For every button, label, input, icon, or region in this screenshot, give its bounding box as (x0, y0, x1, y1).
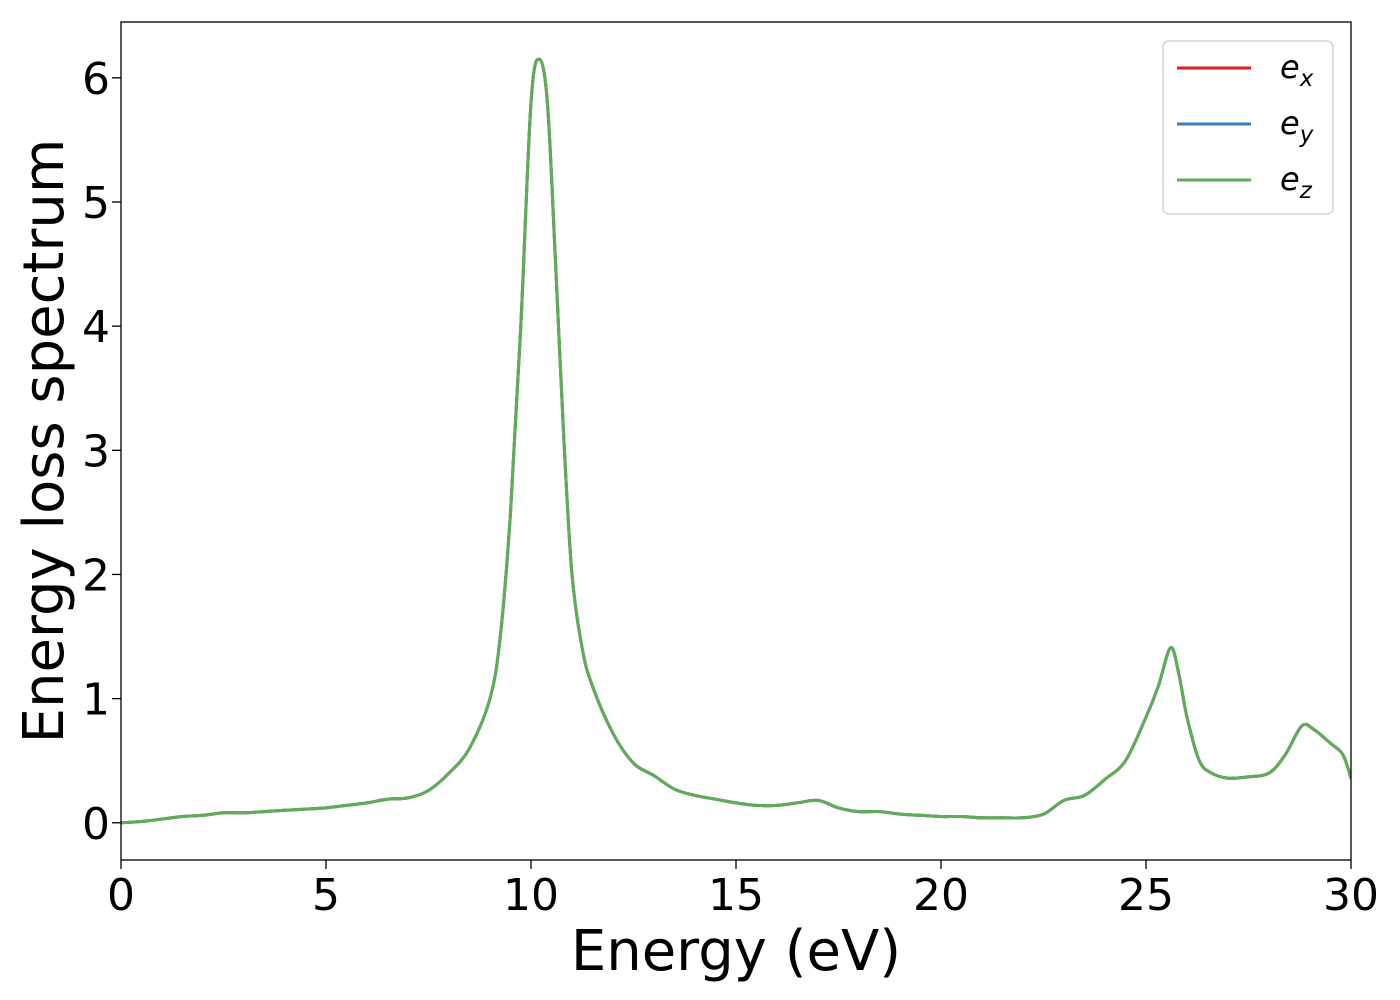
y-axis-ticks: 0 1 2 3 4 5 6 (82, 54, 121, 850)
y-tick-label: 3 (82, 426, 110, 477)
legend-label-e-z: ez (1280, 160, 1313, 204)
series-layer (121, 57, 1351, 825)
x-tick-label: 0 (107, 870, 135, 921)
x-tick-label: 30 (1323, 870, 1379, 921)
legend-label-main: e (1280, 160, 1300, 198)
legend-label-main: e (1280, 104, 1300, 142)
legend-label-e-y: ey (1280, 104, 1314, 148)
legend-label-e-x: ex (1280, 48, 1314, 92)
y-axis-label: Energy loss spectrum (12, 139, 77, 744)
legend-label-subscript: x (1299, 66, 1314, 92)
x-axis-ticks: 0 5 10 15 20 25 30 (107, 860, 1379, 921)
x-tick-label: 25 (1118, 870, 1174, 921)
y-tick-label: 5 (82, 178, 110, 229)
legend-label-main: e (1280, 48, 1300, 86)
legend-box (1162, 40, 1334, 215)
legend-label-subscript: z (1299, 178, 1313, 204)
y-tick-label: 4 (82, 302, 110, 353)
series-line-e-z (121, 57, 1351, 825)
x-tick-label: 20 (913, 870, 969, 921)
x-axis-label: Energy (eV) (571, 919, 901, 984)
x-tick-label: 5 (312, 870, 340, 921)
legend-label-subscript: y (1299, 122, 1314, 148)
y-tick-label: 0 (82, 799, 110, 850)
x-tick-label: 15 (708, 870, 764, 921)
y-tick-label: 6 (82, 54, 110, 105)
y-tick-label: 1 (82, 675, 110, 726)
x-tick-label: 10 (503, 870, 559, 921)
y-tick-label: 2 (82, 550, 110, 601)
